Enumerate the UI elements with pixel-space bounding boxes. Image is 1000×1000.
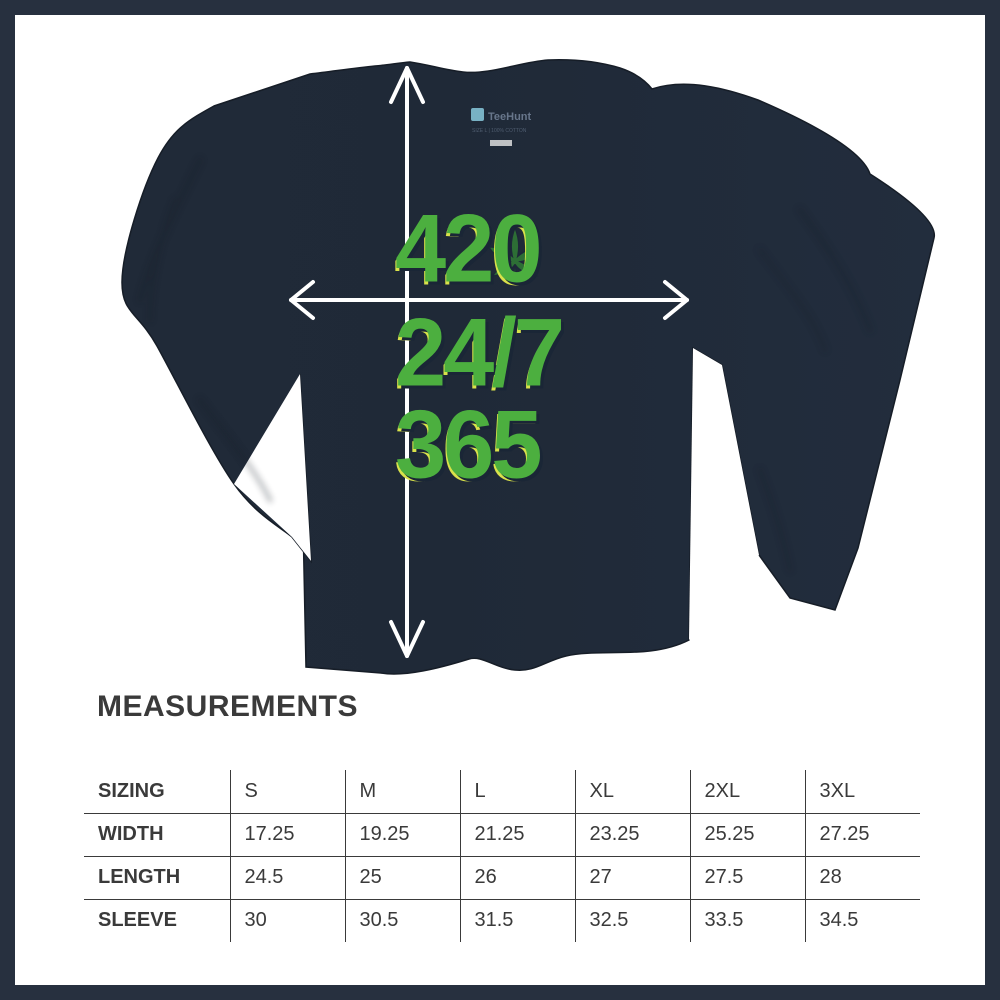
svg-text:TeeHunt: TeeHunt [488, 111, 532, 123]
svg-text:SIZE L | 100% COTTON: SIZE L | 100% COTTON [472, 128, 527, 134]
